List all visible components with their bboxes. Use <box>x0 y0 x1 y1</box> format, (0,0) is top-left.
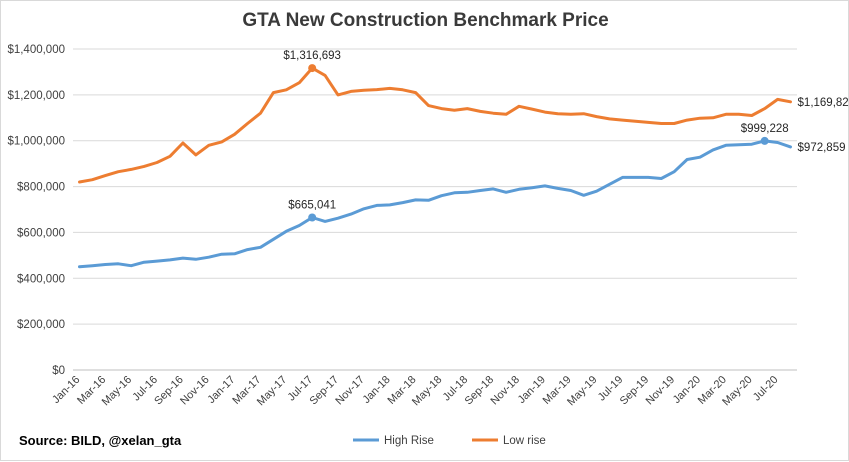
x-tick-label: Jul-20 <box>751 374 781 404</box>
y-tick-label: $800,000 <box>17 182 65 194</box>
y-tick-label: $400,000 <box>17 273 65 285</box>
x-axis-ticks: Jan-16Mar-16May-16Jul-16Sep-16Nov-16Jan-… <box>50 374 780 408</box>
y-tick-label: $0 <box>52 365 65 377</box>
gridlines <box>73 48 797 371</box>
chart-title: GTA New Construction Benchmark Price <box>242 10 608 31</box>
data-point-marker <box>308 64 317 73</box>
x-tick-label: Nov-17 <box>333 374 367 408</box>
legend-label: High Rise <box>384 435 434 447</box>
series-lines <box>78 66 792 269</box>
data-label: $999,228 <box>741 123 789 135</box>
x-tick-label: Nov-16 <box>178 374 212 408</box>
data-point-marker <box>308 213 317 222</box>
series-line-low-rise <box>78 66 792 184</box>
data-label: $1,169,823 <box>798 97 849 109</box>
y-tick-label: $1,000,000 <box>7 136 65 148</box>
data-label: $665,041 <box>288 200 336 212</box>
data-label: $1,316,693 <box>283 50 341 62</box>
series-line-high-rise <box>78 139 792 269</box>
x-tick-label: Nov-19 <box>644 374 678 408</box>
y-tick-label: $600,000 <box>17 227 65 239</box>
data-point-marker <box>760 136 769 145</box>
legend: High Rise Low rise <box>353 435 546 447</box>
data-label: $972,859 <box>798 142 846 154</box>
source-note: Source: BILD, @xelan_gta <box>19 433 182 448</box>
x-tick-label: Nov-18 <box>488 374 522 408</box>
y-tick-label: $1,400,000 <box>7 44 65 56</box>
data-labels: $665,041 $999,228 $972,859 $1,316,693 $1,169… <box>283 50 849 222</box>
legend-label: Low rise <box>503 435 546 447</box>
y-axis-ticks: $0 $200,000 $400,000 $600,000 $800,000 $1,000… <box>7 44 65 377</box>
y-tick-label: $1,200,000 <box>7 90 65 102</box>
y-tick-label: $200,000 <box>17 319 65 331</box>
